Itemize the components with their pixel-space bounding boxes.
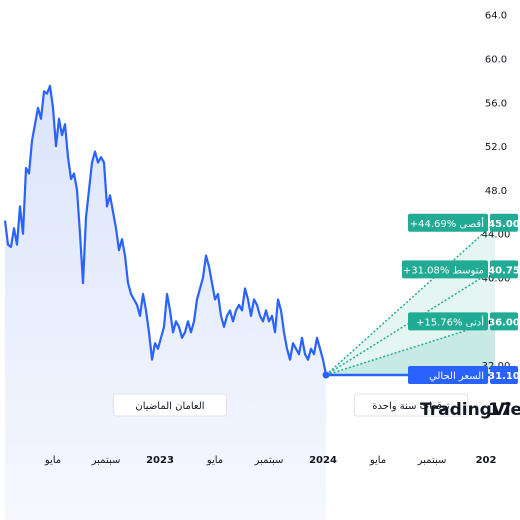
target-label-text: +15.76% أدنى bbox=[416, 315, 484, 328]
forecast-line-1 bbox=[325, 268, 496, 376]
y-tick-label: 60.0 bbox=[485, 55, 507, 66]
range-labels: العامان الماضيان توقعات سنة واحدة bbox=[112, 393, 469, 417]
x-tick-month-label: سبتمبر bbox=[91, 455, 121, 466]
target-value-badge bbox=[490, 366, 518, 384]
price-area bbox=[5, 85, 326, 520]
current-price-dot bbox=[322, 371, 330, 379]
target-label-badge bbox=[408, 312, 488, 331]
y-tick-label: 48.0 bbox=[485, 186, 507, 197]
tradingview-watermark: TradingView 17 bbox=[420, 400, 520, 420]
target-label-text: السعر الحالي bbox=[429, 371, 484, 382]
forecast-line-0 bbox=[325, 222, 496, 376]
target-value-text: 40.75 bbox=[488, 265, 520, 276]
x-tick-month-label: مايو bbox=[206, 455, 223, 466]
target-value-badge bbox=[490, 312, 518, 331]
target-label-badge bbox=[408, 366, 488, 384]
target-value-text: 31.10 bbox=[488, 371, 520, 382]
tradingview-logo-icon: 17 bbox=[488, 400, 512, 420]
range-box-label: العامان الماضيان bbox=[135, 401, 204, 412]
range-box bbox=[112, 393, 228, 417]
y-tick-label: 40.00 bbox=[482, 274, 511, 285]
x-tick-month-label: مايو bbox=[44, 455, 61, 466]
y-tick-label: 52.0 bbox=[485, 142, 507, 153]
forecast-line-2 bbox=[325, 320, 496, 376]
target-label-text: +44.69% أقصى bbox=[410, 217, 484, 230]
range-box bbox=[353, 393, 469, 417]
watermark-text: TradingView bbox=[420, 400, 520, 420]
range-box-label: توقعات سنة واحدة bbox=[372, 401, 450, 412]
target-value-text: 45.00 bbox=[488, 219, 520, 230]
x-tick-month-label: مايو bbox=[369, 455, 386, 466]
target-label-badge bbox=[402, 260, 488, 279]
x-tick-year-label: 2024 bbox=[309, 455, 337, 466]
x-tick-month-label: سبتمبر bbox=[417, 455, 447, 466]
y-tick-label: 64.0 bbox=[485, 11, 507, 22]
x-tick-year-label: 2023 bbox=[146, 455, 174, 466]
target-label-badge bbox=[408, 213, 488, 232]
forecast-cone bbox=[325, 222, 496, 377]
x-tick-month-label: سبتمبر bbox=[254, 455, 284, 466]
target-value-badge bbox=[490, 213, 518, 232]
y-tick-label: 56.0 bbox=[485, 98, 507, 109]
target-value-text: 36.00 bbox=[488, 317, 520, 328]
target-label-text: +31.08% متوسط bbox=[403, 265, 484, 276]
price-line-group bbox=[3, 84, 330, 379]
target-value-badge bbox=[490, 260, 518, 279]
x-axis: مايو سبتمبر 2023 مايو سبتمبر 2024 مايو سبتمبر 20… bbox=[44, 455, 497, 466]
target-badges: +44.69% أقصى 45.00 +31.08% متوسط 40.75 +15.7… bbox=[402, 213, 520, 384]
y-tick-label: 44.00 bbox=[482, 230, 511, 241]
price-line bbox=[3, 84, 328, 376]
price-area-fill bbox=[5, 85, 326, 520]
x-tick-year-label: 202 bbox=[476, 455, 497, 466]
